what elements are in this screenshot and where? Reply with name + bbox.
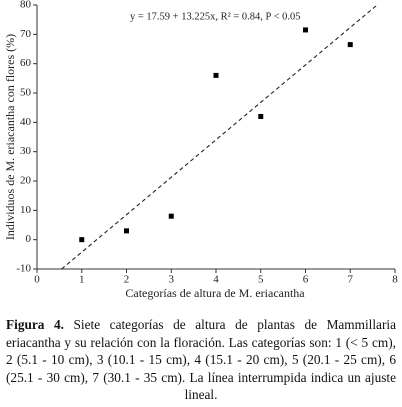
caption-text: Siete categorías de altura de plantas de… — [6, 317, 396, 402]
y-tick-label: 40 — [20, 116, 32, 128]
x-tick-label: 0 — [34, 274, 40, 286]
x-tick-label: 4 — [213, 274, 219, 286]
point — [303, 27, 308, 33]
chart: y = 17.59 + 13.225x, R² = 0.84, P < 0.05… — [3, 0, 399, 300]
caption: Figura 4. Siete categorías de altura de … — [6, 316, 396, 404]
x-tick-label: 2 — [124, 274, 130, 286]
x-tick-label: 7 — [348, 274, 354, 286]
x-tick-label: 3 — [169, 274, 175, 286]
fit-line — [61, 4, 378, 270]
x-tick-label: 1 — [79, 274, 85, 286]
y-tick-label: 80 — [20, 0, 32, 11]
annotation: y = 17.59 + 13.225x, R² = 0.84, P < 0.05 — [130, 11, 301, 22]
x-tick-label: 8 — [392, 274, 398, 286]
point — [124, 228, 129, 234]
y-axis-label: Individuos de M. eriacantha con flores (… — [3, 34, 17, 240]
x-tick-label: 6 — [303, 274, 309, 286]
y-tick-label: 60 — [20, 57, 32, 69]
y-tick-label: 30 — [20, 145, 32, 157]
y-tick-label: 20 — [20, 175, 32, 187]
y-tick-label: 0 — [26, 233, 32, 245]
point — [347, 42, 353, 48]
x-tick-label: 5 — [258, 274, 264, 286]
point — [168, 213, 174, 219]
y-tick-label: 70 — [20, 28, 32, 40]
point — [258, 113, 264, 119]
caption-label: Figura 4. — [6, 317, 64, 332]
y-tick-label: 10 — [20, 204, 32, 216]
x-axis-label: Categorías de altura de M. eriacantha — [125, 286, 305, 300]
y-tick-label: -10 — [16, 263, 31, 275]
y-tick-label: 50 — [20, 87, 32, 99]
point — [213, 72, 219, 78]
point — [79, 237, 85, 243]
